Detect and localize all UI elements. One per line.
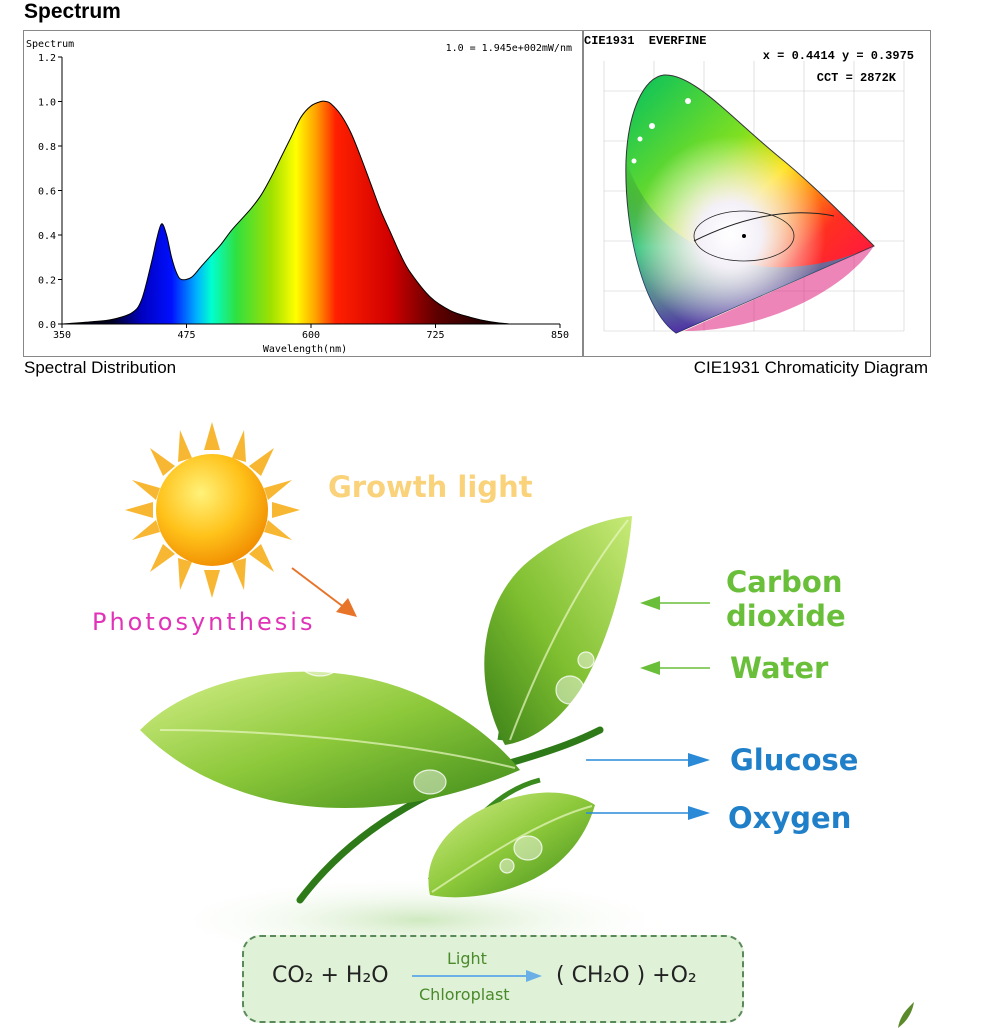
corner-leaf-icon (898, 1002, 914, 1028)
photosynthesis-formula: CO₂ + H₂O Light Chloroplast ( CH₂O ) +O₂ (242, 935, 744, 1023)
y-tick-label: 0.6 (38, 187, 56, 198)
formula-products: ( CH₂O ) +O₂ (556, 963, 697, 988)
sun-icon (125, 422, 300, 598)
formula-reactants: CO₂ + H₂O (272, 963, 389, 988)
glucose-label: Glucose (730, 743, 858, 777)
cie-locus (625, 74, 875, 334)
cie-diagram: CIE1931 EVERFINE x = 0.4414 y = 0.3975 C… (584, 34, 914, 334)
photosynthesis-illustration: Growth light Photosynthesis (92, 422, 914, 1028)
glucose-arrow (586, 753, 710, 767)
cie-xy-readout: x = 0.4414 y = 0.3975 (763, 49, 914, 63)
water-label: Water (730, 651, 829, 685)
spectrum-area (61, 100, 560, 325)
cie-caption: CIE1931 Chromaticity Diagram (693, 358, 928, 377)
formula-light-label: Light (447, 949, 487, 968)
x-axis-label: Wavelength(nm) (263, 344, 347, 355)
cie-cct-readout: CCT = 2872K (817, 71, 897, 85)
x-tick-label: 725 (426, 330, 444, 341)
y-tick-label: 0.4 (38, 231, 56, 242)
carbon-label: Carbon (726, 565, 842, 599)
formula-chloroplast-label: Chloroplast (419, 985, 510, 1004)
spectrum-annotation: 1.0 = 1.945e+002mW/nm (446, 43, 572, 54)
x-tick-label: 850 (551, 330, 569, 341)
spectrum-chart-panel: 0.0 0.2 0.4 0.6 0.8 1.0 1.2 350 475 600 725 850 Spe… (23, 30, 583, 357)
carbon-dioxide-arrow (640, 596, 710, 610)
cie-heading: CIE1931 EVERFINE (584, 34, 706, 48)
water-arrow (640, 661, 710, 675)
oxygen-label: Oxygen (728, 801, 851, 835)
y-tick-label: 0.0 (38, 320, 56, 331)
x-tick-label: 475 (177, 330, 195, 341)
y-tick-label: 0.2 (38, 276, 56, 287)
sunlight-arrow (291, 567, 357, 617)
spectrum-chart: 0.0 0.2 0.4 0.6 0.8 1.0 1.2 350 475 600 725 850 Spe… (26, 39, 572, 355)
formula-arrow (412, 970, 542, 982)
plant-leaves-icon (140, 516, 632, 904)
spectrum-caption: Spectral Distribution (24, 358, 177, 377)
y-tick-label: 0.8 (38, 142, 56, 153)
x-tick-label: 600 (302, 330, 320, 341)
photosynthesis-label: Photosynthesis (92, 608, 315, 636)
y-tick-label: 1.2 (38, 53, 56, 64)
oxygen-arrow (586, 806, 710, 820)
page-title: Spectrum (24, 0, 121, 23)
cie-diagram-panel: CIE1931 EVERFINE x = 0.4414 y = 0.3975 C… (583, 30, 931, 357)
x-tick-label: 350 (53, 330, 71, 341)
growth-light-label: Growth light (328, 470, 533, 504)
dioxide-label: dioxide (726, 599, 846, 633)
spectrum-label: Spectrum (26, 39, 74, 50)
y-tick-label: 1.0 (38, 98, 56, 109)
